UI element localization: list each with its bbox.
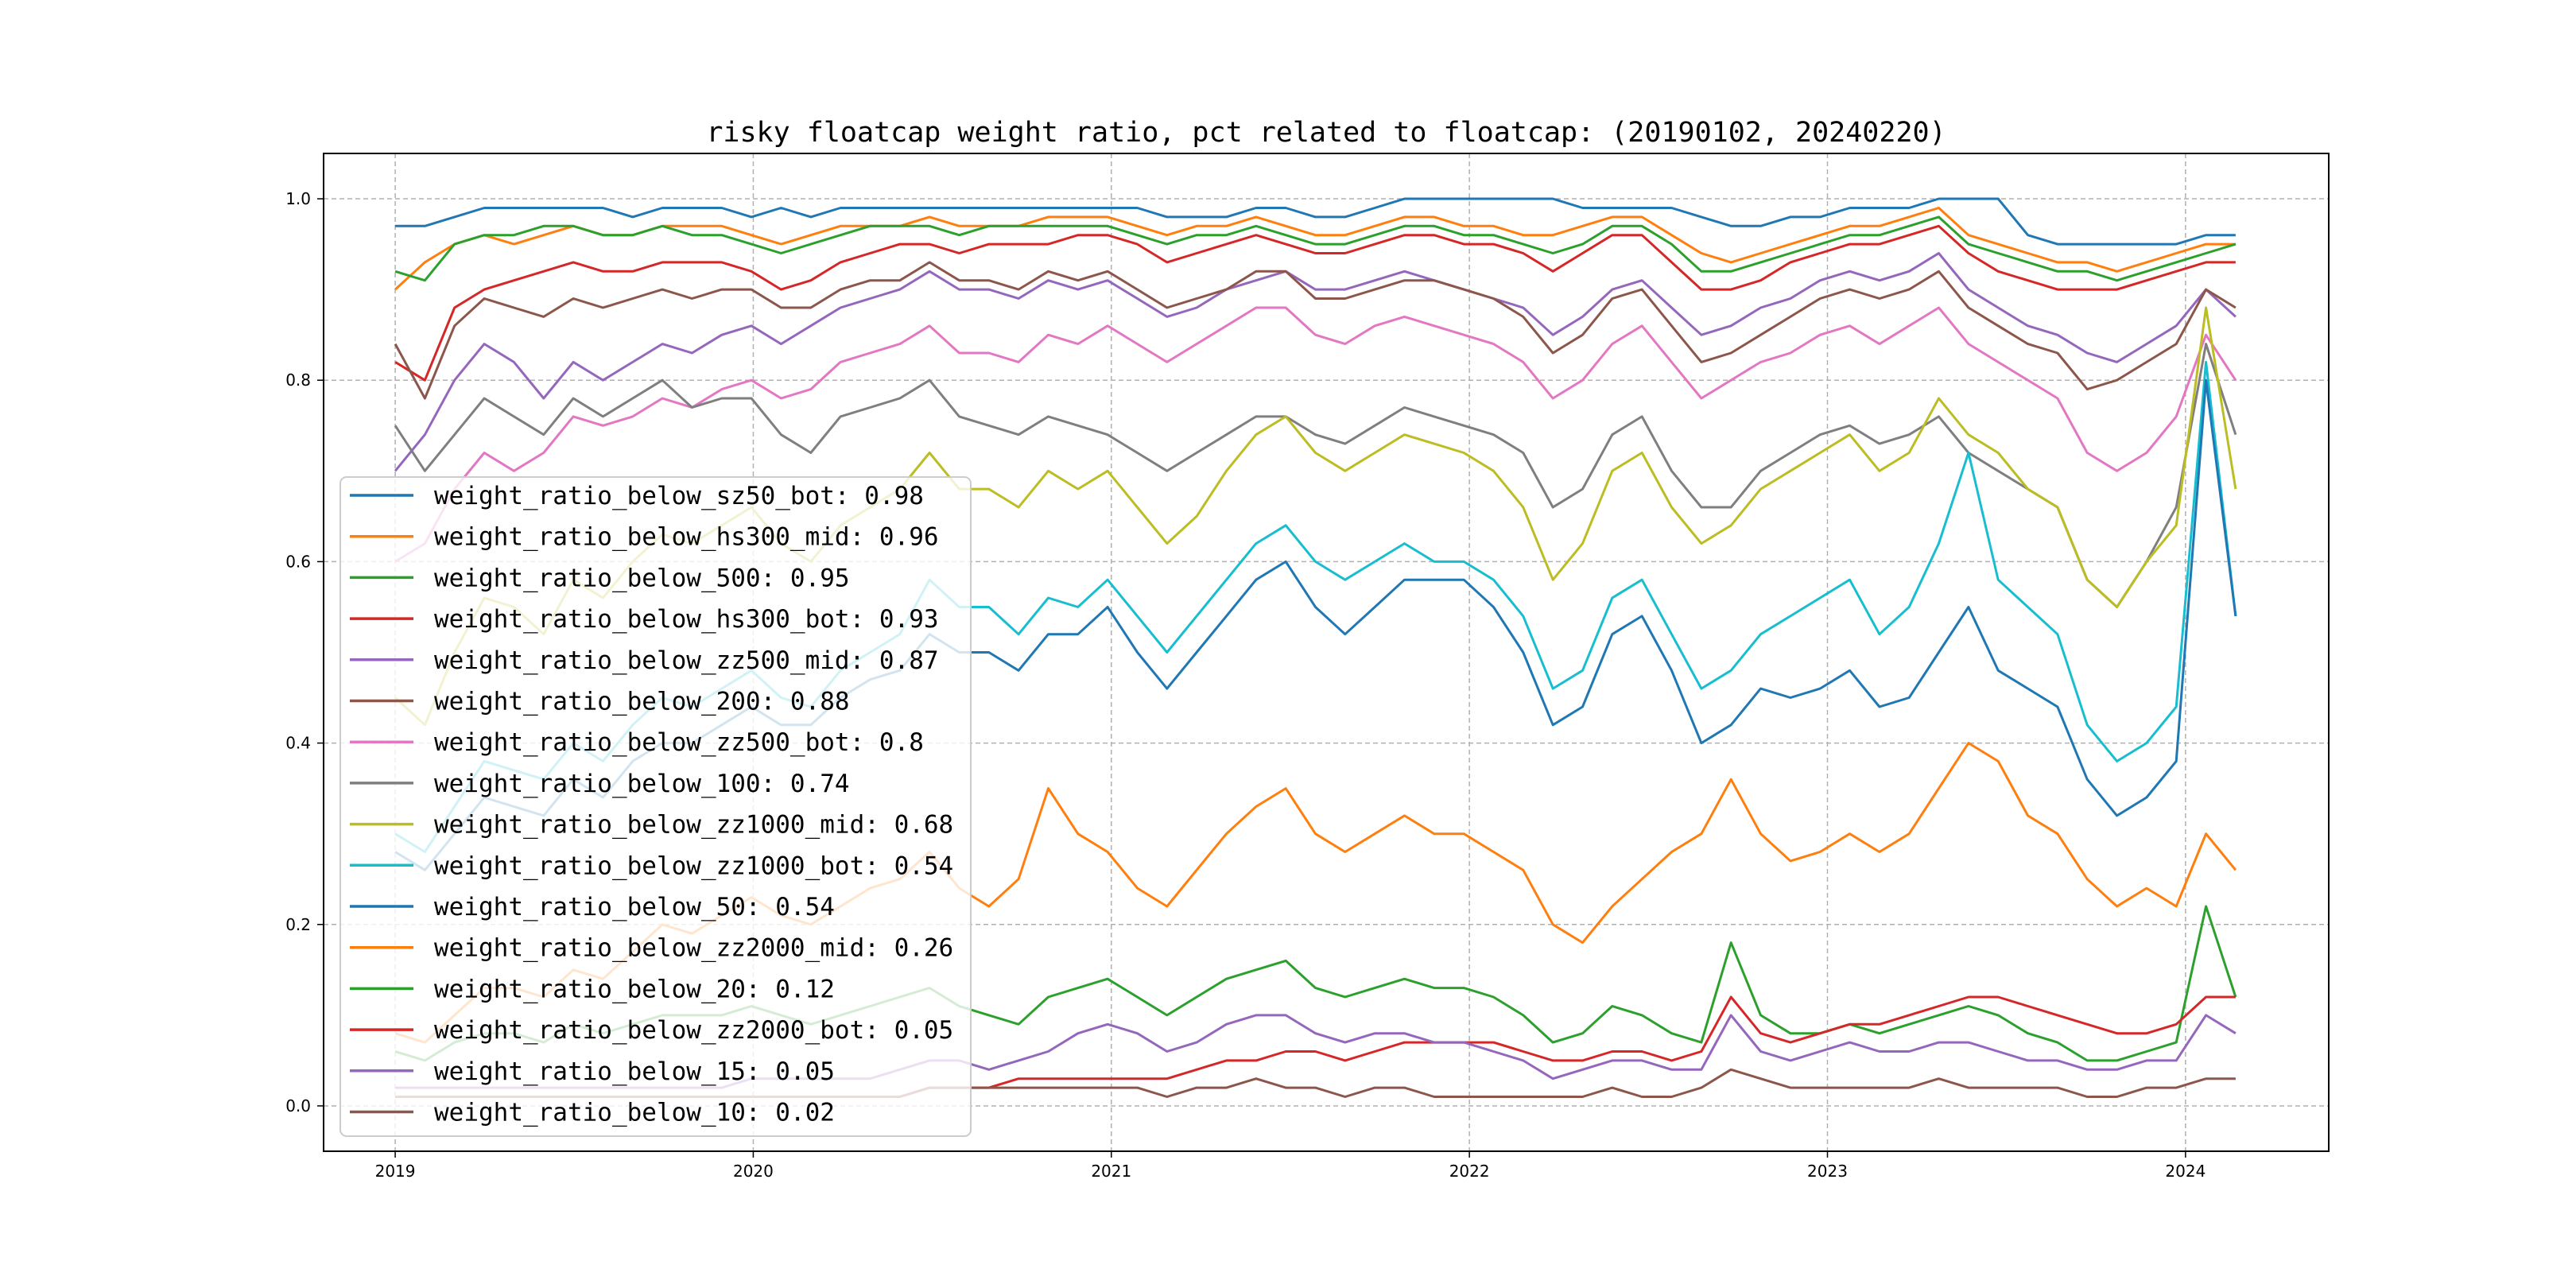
legend-label: weight_ratio_below_10: 0.02 [434,1099,835,1127]
legend-label: weight_ratio_below_100: 0.74 [434,770,850,798]
x-tick-label: 2020 [733,1162,774,1181]
legend-label: weight_ratio_below_zz500_mid: 0.87 [434,646,939,675]
y-tick-label: 1.0 [285,189,311,208]
legend-label: weight_ratio_below_50: 0.54 [434,893,835,921]
series-line-weight_ratio_below_hs300_mid [394,207,2236,291]
legend-label: weight_ratio_below_zz1000_bot: 0.54 [434,852,953,880]
series-line-weight_ratio_below_500 [394,215,2237,282]
series-line-weight_ratio_below_hs300_bot [394,224,2236,382]
legend-label: weight_ratio_below_hs300_mid: 0.96 [434,523,939,552]
series-line-weight_ratio_below_zz500_mid [394,252,2237,472]
series-line-weight_ratio_below_sz50_bot [395,197,2236,246]
series-line-weight_ratio_below_zz500_bot [394,306,2237,563]
y-tick-label: 0.6 [285,552,311,571]
series-line-weight_ratio_below_100 [394,343,2237,608]
chart-title: risky floatcap weight ratio, pct related… [706,117,1946,149]
y-tick-label: 0.2 [285,915,311,934]
plot-frame [323,153,2330,1152]
x-tick-label: 2019 [375,1162,416,1181]
x-tick-label: 2022 [1449,1162,1490,1181]
y-tick-label: 0.8 [285,370,311,390]
legend-label: weight_ratio_below_zz500_bot: 0.8 [434,728,924,757]
y-tick-label: 0.0 [285,1096,311,1115]
axis-ticks: 2019 2020 2021 2022 2023 2024 0.0 0.2 0.4 0.6 0.8 1… [285,189,2206,1181]
series-line-weight_ratio_below_200 [394,261,2237,400]
x-tick-label: 2023 [1807,1162,1848,1181]
legend-label: weight_ratio_below_hs300_bot: 0.93 [434,605,939,634]
legend-label: weight_ratio_below_15: 0.05 [434,1057,835,1086]
x-tick-label: 2024 [2165,1162,2206,1181]
x-tick-label: 2021 [1091,1162,1131,1181]
legend-label: weight_ratio_below_20: 0.12 [434,975,835,1003]
legend-label: weight_ratio_below_200: 0.88 [434,688,850,716]
y-tick-label: 0.4 [285,734,311,753]
legend-label: weight_ratio_below_zz2000_mid: 0.26 [434,934,953,963]
legend-label: weight_ratio_below_sz50_bot: 0.98 [434,482,924,510]
legend-label: weight_ratio_below_500: 0.95 [434,564,850,592]
legend-label: weight_ratio_below_zz1000_mid: 0.68 [434,811,953,840]
legend-box [339,476,972,1137]
legend: weight_ratio_below_sz50_bot: 0.98 weight_… [339,476,972,1137]
legend-label: weight_ratio_below_zz2000_bot: 0.05 [434,1016,953,1045]
